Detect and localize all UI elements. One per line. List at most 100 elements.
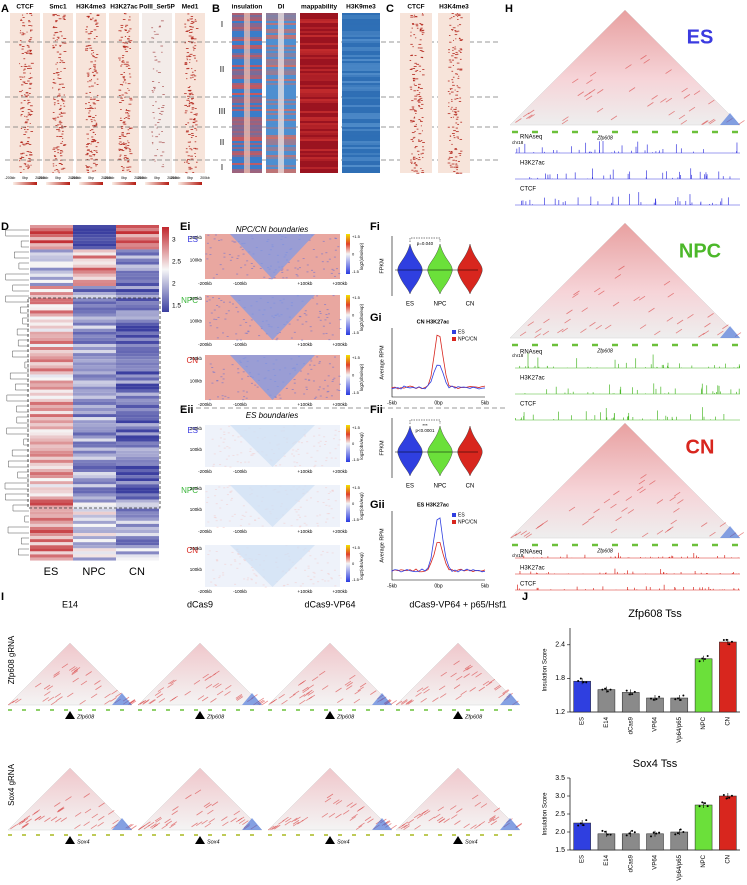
- noise: [302, 324, 304, 325]
- heatmap-cell: [27, 103, 29, 104]
- label: 0bp: [434, 583, 443, 589]
- heatmap-cell: [191, 159, 194, 160]
- heatmap-cell: [73, 548, 116, 551]
- heatmap-cell: [418, 44, 421, 45]
- heatmap-cell: [116, 454, 159, 457]
- heatmap-cell: [30, 429, 73, 432]
- heatmap-cell: [116, 442, 159, 445]
- heatmap-cell: [116, 475, 159, 478]
- heatmap-cell: [124, 118, 125, 119]
- heatmap-cell: [56, 169, 58, 170]
- heatmap-cell: [116, 484, 159, 487]
- noise: [236, 340, 238, 341]
- heatmap-cell: [410, 15, 412, 16]
- heatmap-cell: [116, 231, 159, 234]
- heatmap-cell: [73, 310, 116, 313]
- heatmap-cell: [26, 13, 27, 14]
- heatmap-cell: [95, 61, 97, 62]
- label: DI: [278, 4, 285, 11]
- noise: [226, 459, 228, 460]
- heatmap-cell: [420, 108, 423, 109]
- heatmap-cell: [455, 167, 457, 168]
- label: 0bp: [22, 176, 28, 180]
- colorbar: [346, 355, 350, 395]
- heatmap-cell: [116, 362, 159, 365]
- noise: [326, 457, 328, 458]
- heatmap-cell: [73, 521, 116, 524]
- heatmap-cell: [460, 69, 462, 70]
- heatmap-cell: [73, 405, 116, 408]
- noise: [328, 505, 330, 506]
- heatmap-cell: [459, 24, 461, 25]
- heatmap-cell: [413, 121, 415, 122]
- heatmap-cell: [73, 225, 116, 228]
- heatmap-cell: [91, 79, 92, 80]
- heatmap-cell: [129, 151, 131, 152]
- noise: [289, 324, 291, 325]
- heatmap-cell: [129, 171, 131, 172]
- heatmap-cell: [300, 59, 338, 61]
- noise: [328, 339, 330, 340]
- heatmap-cell: [121, 40, 122, 41]
- label: Insulation Score: [543, 648, 549, 692]
- label: Sox4: [465, 839, 478, 845]
- heatmap-cell: [59, 109, 61, 110]
- noise: [212, 297, 214, 298]
- heatmap-cell: [26, 53, 28, 54]
- heatmap-cell: [342, 165, 380, 167]
- heatmap-cell: [28, 102, 31, 103]
- heatmap-cell: [300, 153, 338, 155]
- heatmap-cell: [300, 55, 338, 57]
- heatmap-cell: [412, 109, 414, 110]
- noise: [328, 375, 330, 376]
- legend-swatch: [452, 513, 456, 517]
- label: CTCF: [520, 402, 536, 408]
- heatmap-cell: [30, 73, 31, 74]
- heatmap-cell: [300, 107, 338, 109]
- heatmap-cell: [127, 32, 129, 33]
- noise: [286, 388, 288, 389]
- heatmap-cell: [57, 125, 59, 126]
- heatmap-cell: [62, 100, 64, 101]
- scale-bar: [178, 182, 202, 185]
- noise: [213, 319, 215, 320]
- heatmap-cell: [460, 122, 462, 123]
- heatmap-cell: [410, 87, 412, 88]
- noise: [327, 391, 329, 392]
- noise: [333, 270, 335, 271]
- noise: [294, 332, 296, 333]
- heatmap-cell: [91, 86, 94, 87]
- noise: [304, 523, 306, 524]
- heatmap-cell: [422, 32, 425, 33]
- heatmap-cell: [93, 108, 94, 109]
- noise: [214, 517, 216, 518]
- heatmap-cell: [455, 164, 457, 165]
- noise: [223, 302, 225, 303]
- noise: [212, 439, 214, 440]
- heatmap-cell: [63, 15, 65, 16]
- noise: [296, 462, 298, 463]
- heatmap-cell: [342, 67, 380, 69]
- heatmap-cell: [96, 146, 98, 147]
- heatmap-cell: [28, 25, 31, 26]
- heatmap-cell: [30, 393, 73, 396]
- noise: [245, 512, 247, 513]
- heatmap-cell: [191, 38, 193, 39]
- heatmap-cell: [23, 33, 25, 34]
- heatmap-cell: [187, 20, 189, 21]
- noise: [234, 440, 236, 441]
- label: III: [219, 107, 226, 116]
- heatmap-cell: [96, 36, 98, 37]
- noise: [269, 278, 271, 279]
- heatmap-cell: [116, 472, 159, 475]
- noise: [281, 272, 283, 273]
- heatmap-cell: [53, 98, 54, 99]
- heatmap-cell: [342, 45, 380, 47]
- noise: [251, 268, 253, 269]
- heatmap-cell: [93, 56, 95, 57]
- heatmap-cell: [418, 84, 421, 85]
- profile-line: [392, 335, 485, 389]
- heatmap-cell: [73, 451, 116, 454]
- heatmap-cell: [116, 411, 159, 414]
- heatmap-cell: [191, 149, 193, 150]
